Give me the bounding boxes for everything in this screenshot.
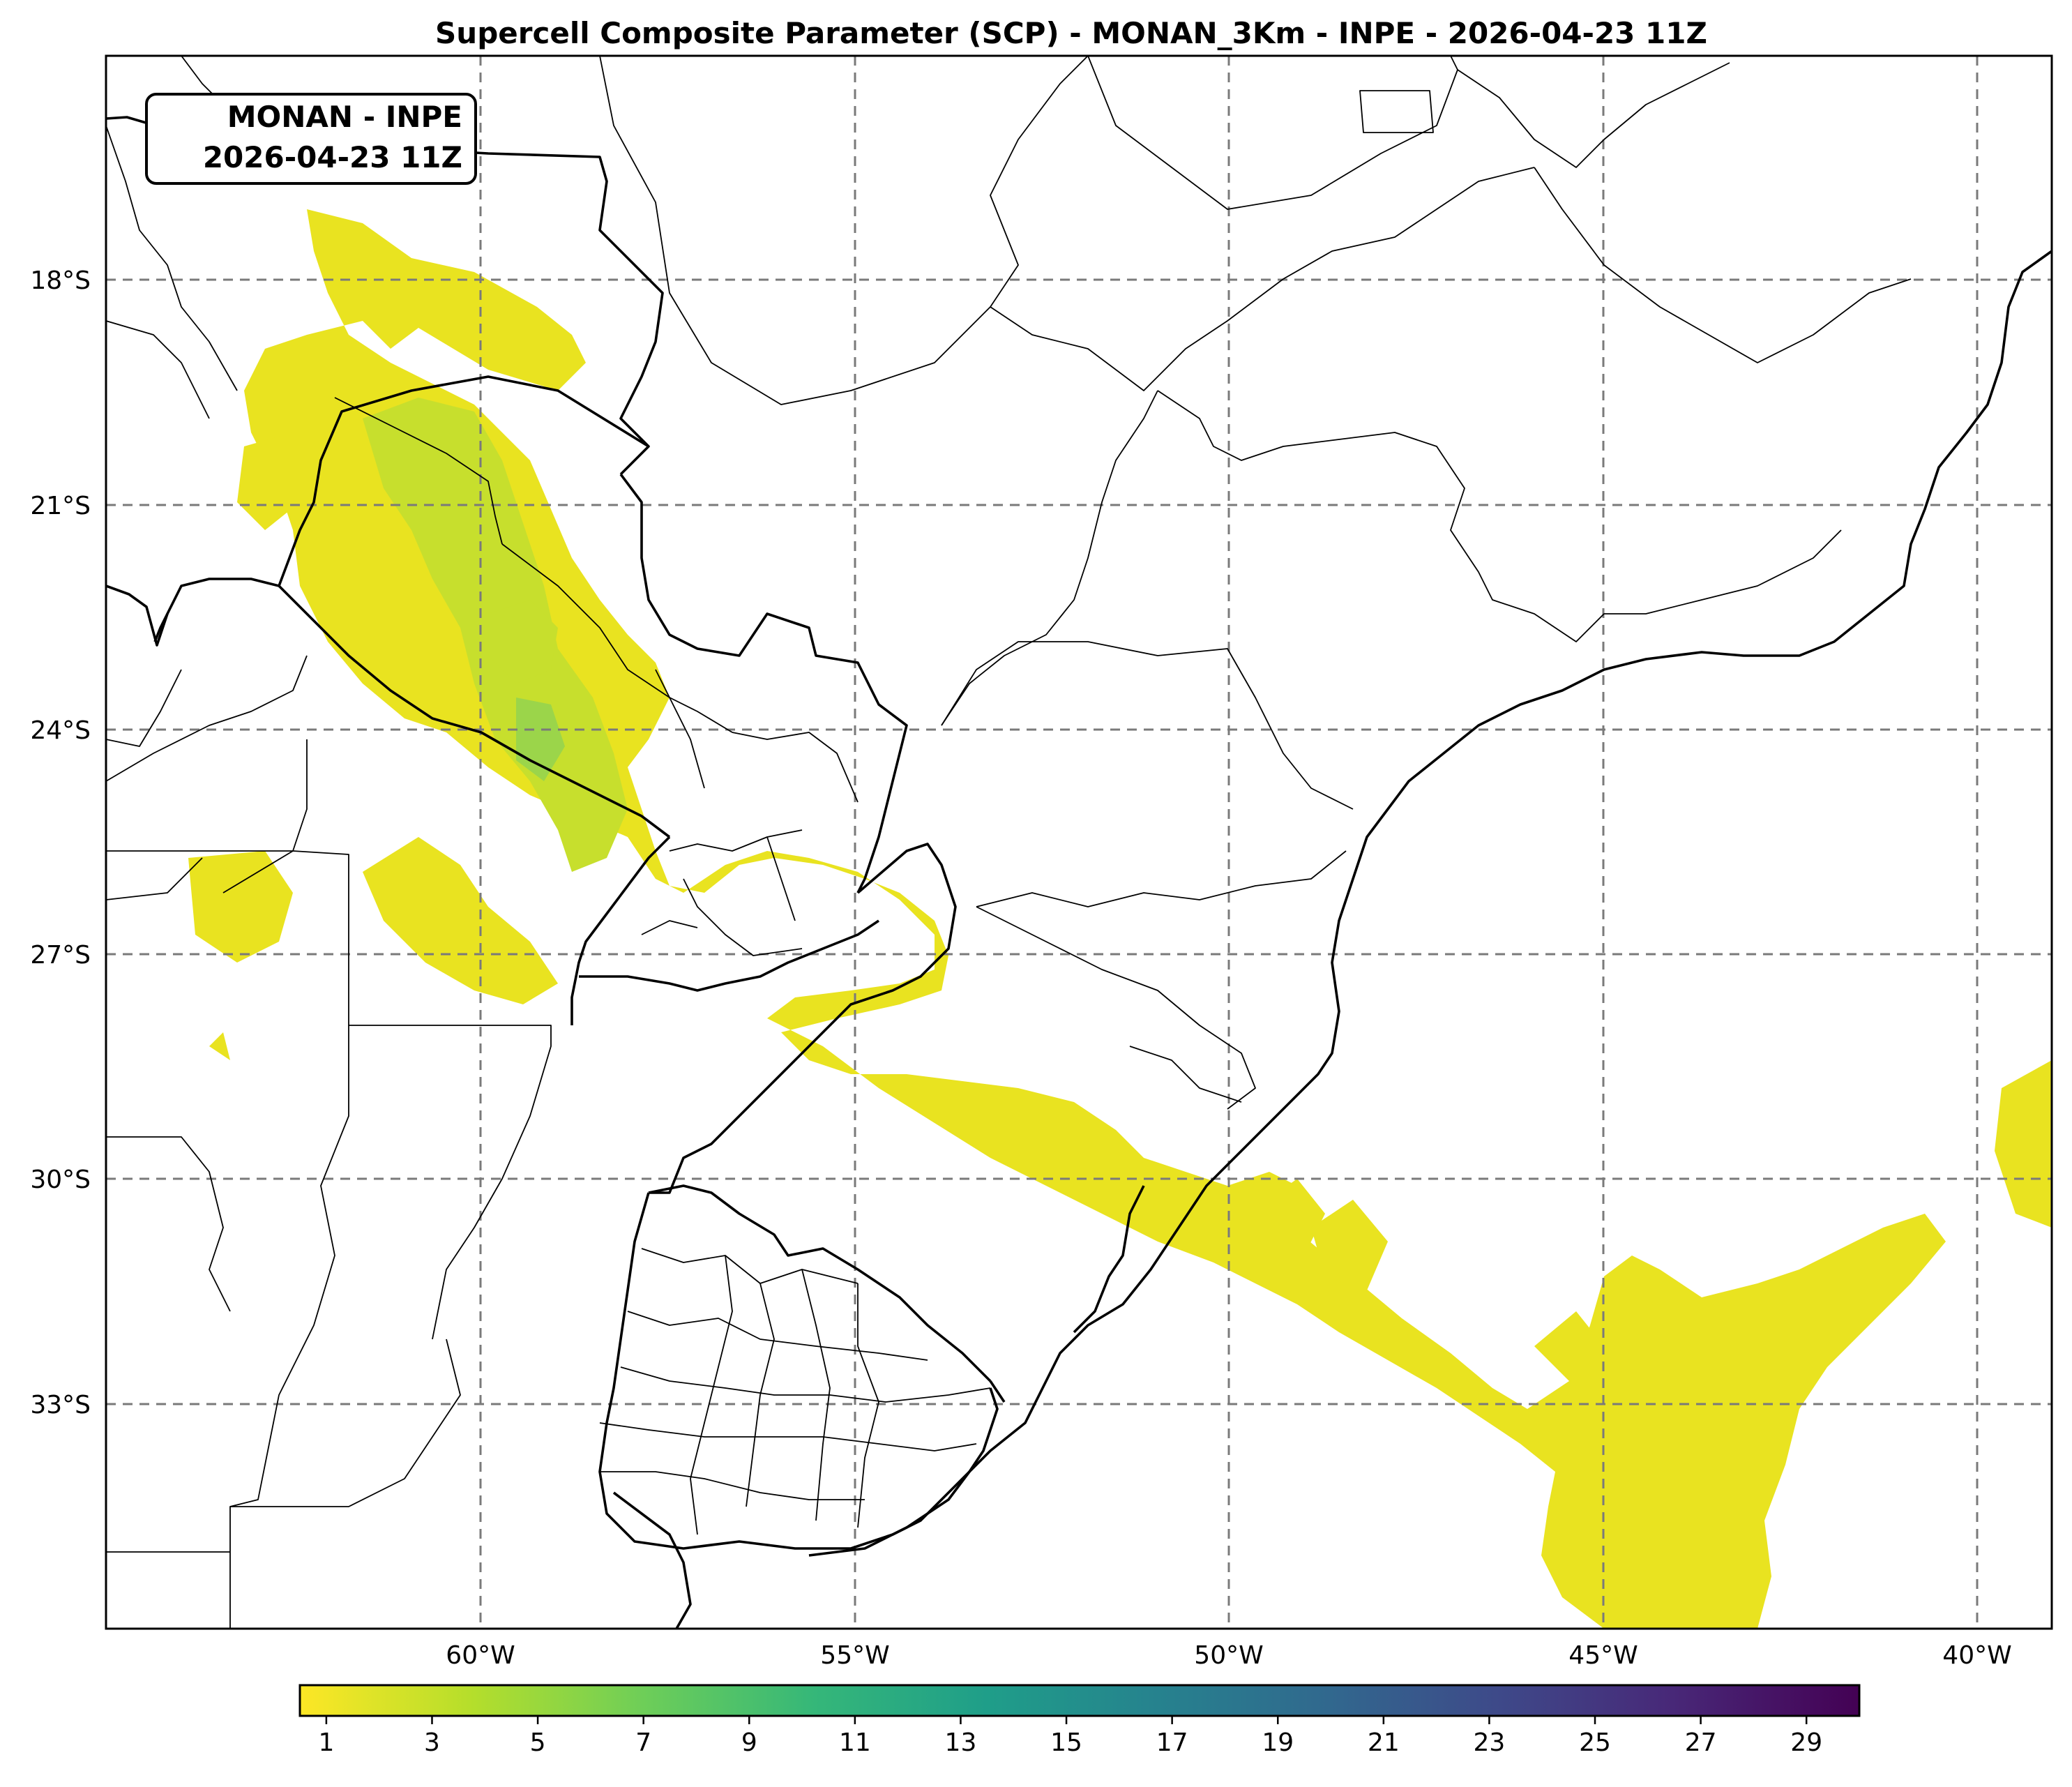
coastline xyxy=(612,250,2052,1629)
info-box: MONAN - INPE 2026-04-23 11Z xyxy=(145,93,477,185)
lon-label: 40°W xyxy=(1942,1641,2011,1670)
colorbar-ticks: 1 3 5 7 9 11 13 15 17 19 21 23 25 27 29 xyxy=(318,1716,1822,1757)
lat-label: 27°S xyxy=(30,941,91,970)
colorbar-tick-label: 25 xyxy=(1579,1728,1611,1757)
colorbar-tick-label: 29 xyxy=(1790,1728,1822,1757)
map-panel xyxy=(106,56,2052,1629)
national-borders xyxy=(106,116,1006,1550)
lon-label: 55°W xyxy=(820,1641,889,1670)
colorbar-tick-label: 23 xyxy=(1474,1728,1506,1757)
longitude-axis: 60°W 55°W 50°W 45°W 40°W xyxy=(446,1641,2011,1670)
lat-label: 18°S xyxy=(30,266,91,295)
colorbar-tick-label: 17 xyxy=(1156,1728,1188,1757)
colorbar-tick-label: 13 xyxy=(945,1728,977,1757)
colorbar-tick-label: 27 xyxy=(1685,1728,1717,1757)
colorbar-tick-label: 9 xyxy=(741,1728,757,1757)
lon-label: 60°W xyxy=(446,1641,515,1670)
colorbar-tick-label: 1 xyxy=(318,1728,334,1757)
lat-label: 21°S xyxy=(30,492,91,520)
chart-title: Supercell Composite Parameter (SCP) - MO… xyxy=(435,16,1707,50)
colorbar-tick-label: 21 xyxy=(1368,1728,1400,1757)
colorbar-tick-label: 19 xyxy=(1262,1728,1294,1757)
colorbar-tick-label: 3 xyxy=(424,1728,440,1757)
latitude-axis: 18°S 21°S 24°S 27°S 30°S 33°S xyxy=(30,266,91,1419)
lat-label: 33°S xyxy=(30,1391,91,1419)
info-box-line1: MONAN - INPE xyxy=(227,100,462,134)
scp-field xyxy=(188,209,2052,1629)
lon-label: 45°W xyxy=(1568,1641,1638,1670)
colorbar-gradient xyxy=(298,1684,1861,1717)
lat-label: 24°S xyxy=(30,716,91,745)
colorbar: 1 3 5 7 9 11 13 15 17 19 21 23 25 27 29 xyxy=(298,1684,1861,1757)
lat-label: 30°S xyxy=(30,1166,91,1194)
colorbar-tick-label: 11 xyxy=(839,1728,871,1757)
state-borders xyxy=(106,56,1912,1629)
colorbar-tick-label: 15 xyxy=(1050,1728,1082,1757)
colorbar-tick-label: 5 xyxy=(530,1728,546,1757)
lon-label: 50°W xyxy=(1194,1641,1263,1670)
info-box-line2: 2026-04-23 11Z xyxy=(203,140,462,174)
gridlines xyxy=(106,56,2052,1629)
map-frame xyxy=(105,54,2053,1630)
colorbar-tick-label: 7 xyxy=(635,1728,651,1757)
